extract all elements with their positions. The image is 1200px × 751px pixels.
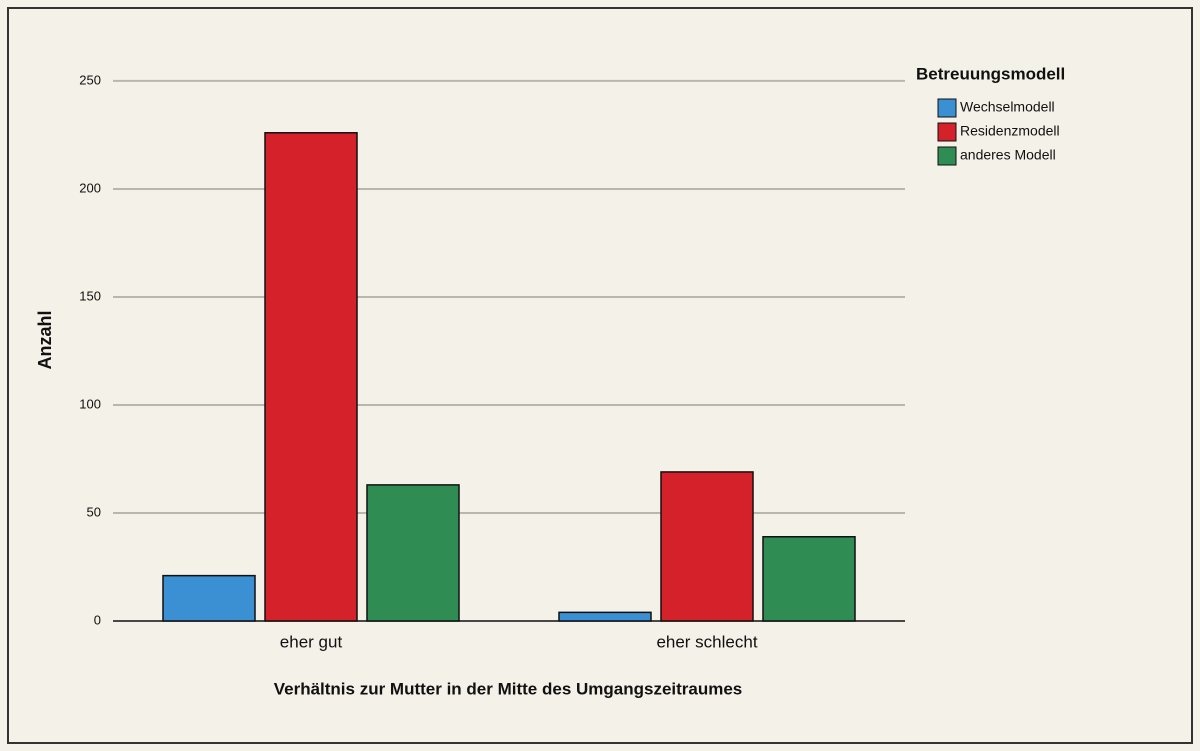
legend-swatch bbox=[937, 146, 957, 166]
y-tick-label: 150 bbox=[79, 288, 101, 303]
y-axis-label: Anzahl bbox=[35, 310, 55, 369]
bar bbox=[366, 484, 460, 622]
y-tick-label: 50 bbox=[87, 504, 101, 519]
x-tick-label: eher schlecht bbox=[656, 632, 757, 651]
bar bbox=[558, 611, 652, 622]
x-axis-label: Verhältnis zur Mutter in der Mitte des U… bbox=[274, 679, 743, 698]
bar bbox=[762, 535, 856, 622]
legend-label: Residenzmodell bbox=[960, 123, 1060, 139]
bar bbox=[660, 471, 754, 622]
legend-swatch bbox=[937, 122, 957, 142]
legend-title: Betreuungsmodell bbox=[916, 64, 1065, 83]
y-tick-label: 0 bbox=[94, 612, 101, 627]
bar bbox=[162, 574, 256, 622]
bar bbox=[264, 132, 358, 622]
legend-label: anderes Modell bbox=[960, 147, 1056, 163]
legend-label: Wechselmodell bbox=[960, 99, 1055, 115]
y-tick-label: 100 bbox=[79, 396, 101, 411]
frame bbox=[7, 7, 1193, 744]
y-tick-label: 250 bbox=[79, 72, 101, 87]
x-tick-label: eher gut bbox=[280, 632, 343, 651]
legend-swatch bbox=[937, 98, 957, 118]
y-tick-label: 200 bbox=[79, 180, 101, 195]
